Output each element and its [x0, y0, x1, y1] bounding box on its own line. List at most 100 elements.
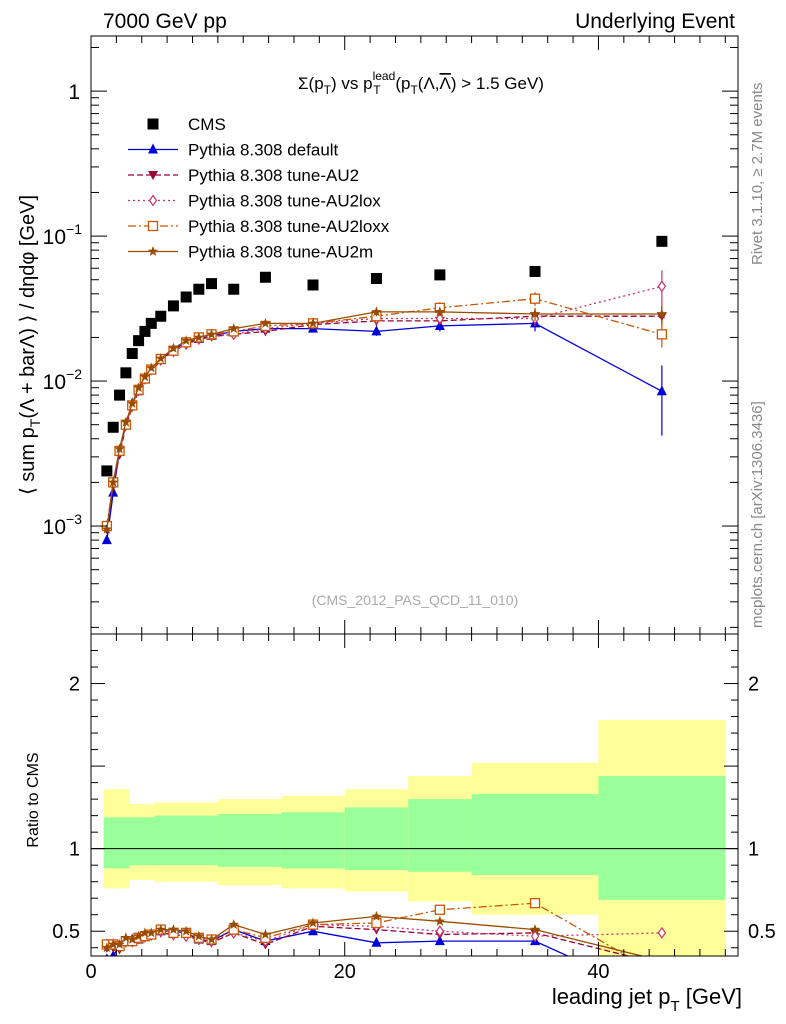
- ratio-point: [120, 932, 132, 943]
- series-line-pythia-8-308-tune-au2lox: [106, 285, 663, 527]
- legend-label: Pythia 8.308 tune-AU2lox: [188, 192, 381, 211]
- ratio-point: [180, 925, 192, 936]
- series-cms: [101, 235, 668, 477]
- legend-entry-pythia-8-308-tune-au2loxx: Pythia 8.308 tune-AU2loxx: [128, 217, 390, 236]
- ratio-point: [529, 924, 541, 934]
- ratio-point: [193, 930, 205, 941]
- uncertainty-band-inner: [281, 812, 345, 869]
- mcplots-label: mcplots.cern.ch [arXiv:1306.3436]: [749, 401, 766, 628]
- legend-entry-pythia-8-308-default: Pythia 8.308 default: [128, 141, 339, 160]
- data-point: [120, 416, 132, 427]
- ratio-point: [228, 919, 239, 930]
- data-point: [529, 293, 541, 304]
- data-point: [139, 371, 151, 382]
- ratio-line-pythia-8-308-tune-au2m: [106, 915, 645, 956]
- y-tick-label: 10−1: [43, 221, 83, 249]
- x-axis-label: leading jet pT [GeV]: [552, 984, 742, 1015]
- data-point: [307, 279, 319, 291]
- series-line-pythia-8-308-default: [106, 322, 663, 541]
- legend-marker: [148, 171, 158, 180]
- data-point: [101, 534, 112, 545]
- data-point: [371, 325, 382, 336]
- ratio-point: [657, 971, 666, 980]
- ratio-point: [101, 942, 113, 953]
- data-point: [114, 443, 125, 454]
- uncertainty-band-inner: [471, 794, 599, 876]
- data-point: [259, 271, 271, 283]
- uncertainty-band-inner: [154, 815, 218, 866]
- series-line-pythia-8-308-tune-au2loxx: [106, 298, 663, 527]
- ratio-y-tick-label: 0.5: [52, 921, 80, 943]
- data-point: [656, 329, 668, 340]
- ratio-point: [105, 953, 109, 956]
- watermark: (CMS_2012_PAS_QCD_11_010): [312, 592, 519, 608]
- ratio-y-tick-label: 1: [69, 839, 80, 861]
- rivet-label: Rivet 3.1.10, ≥ 2.7M events: [749, 83, 766, 266]
- data-point: [155, 353, 166, 363]
- data-point: [656, 235, 668, 247]
- y-tick-label: 1: [68, 81, 80, 104]
- legend-marker: [148, 194, 158, 207]
- series-pythia-8-308-tune-au2loxx: [101, 292, 668, 532]
- data-point: [101, 523, 113, 534]
- ratio-point: [133, 930, 144, 941]
- ratio-y-tick-label-right: 0.5: [748, 921, 776, 943]
- ratio-point: [168, 924, 179, 934]
- data-point: [434, 306, 446, 317]
- legend-entry-cms: CMS: [147, 115, 226, 134]
- ratio-point: [434, 935, 445, 946]
- data-point: [114, 389, 126, 401]
- ratio-point: [108, 938, 119, 949]
- upper-panel: 10−3 10−2 10−1 1 Σ(pT) vs plead T (pT(Λ,Λ) >…: [43, 35, 739, 635]
- data-point: [228, 323, 239, 334]
- header-left: 7000 GeV pp: [103, 10, 227, 33]
- legend-marker: [147, 220, 159, 232]
- lower-ylabel: Ratio to CMS: [25, 752, 42, 847]
- ratio-point: [661, 955, 663, 956]
- svg-text:⟨ sum pT(Λ + barΛ) ⟩ / dηdφ [G: ⟨ sum pT(Λ + barΛ) ⟩ / dηdφ [GeV]: [17, 195, 43, 495]
- legend-label: Pythia 8.308 tune-AU2m: [188, 243, 373, 262]
- x-tick-label: 20: [334, 961, 356, 983]
- legend-entry-pythia-8-308-tune-au2: Pythia 8.308 tune-AU2: [128, 166, 359, 185]
- legend-label: Pythia 8.308 tune-AU2: [188, 166, 359, 185]
- plot-title: Σ(pT) vs plead T (pT(Λ,Λ) > 1.5 GeV): [298, 69, 544, 97]
- data-point: [228, 283, 240, 295]
- data-point: [206, 328, 217, 339]
- uncertainty-band-inner: [129, 817, 155, 866]
- ratio-point: [260, 929, 271, 939]
- ratio-point: [127, 934, 138, 944]
- legend-entry-pythia-8-308-tune-au2lox: Pythia 8.308 tune-AU2lox: [128, 192, 381, 211]
- lower-panel: 0.5 0.51 12 20 20 40: [52, 633, 776, 983]
- series-line-pythia-8-308-tune-au2: [106, 315, 662, 530]
- legend-entry-pythia-8-308-tune-au2m: Pythia 8.308 tune-AU2m: [128, 243, 373, 262]
- data-point: [133, 335, 145, 347]
- data-point: [127, 398, 138, 408]
- data-point: [108, 486, 119, 497]
- legend-marker: [147, 246, 159, 256]
- uncertainty-band-inner: [598, 776, 726, 900]
- ratio-y-tick-label-right: 1: [748, 839, 759, 861]
- ratio-point: [434, 904, 446, 915]
- data-point: [145, 317, 157, 329]
- ratio-point: [371, 917, 382, 929]
- data-point: [193, 331, 205, 342]
- ratio-point: [155, 924, 166, 934]
- ratio-point: [530, 930, 540, 943]
- data-point: [101, 465, 113, 477]
- y-tick-label: 10−2: [43, 366, 83, 394]
- data-point: [133, 382, 144, 393]
- data-point: [180, 335, 192, 346]
- data-point: [656, 385, 667, 396]
- header-right: Underlying Event: [575, 10, 735, 33]
- data-point: [107, 421, 119, 433]
- ratio-point: [371, 910, 382, 921]
- data-point: [180, 291, 192, 303]
- series-pythia-8-308-default: [101, 316, 667, 545]
- data-point: [307, 317, 319, 328]
- data-point: [168, 342, 179, 353]
- uncertainty-band-inner: [408, 799, 472, 872]
- data-point: [371, 306, 382, 317]
- data-point: [435, 312, 445, 325]
- lower-frame: [90, 633, 739, 957]
